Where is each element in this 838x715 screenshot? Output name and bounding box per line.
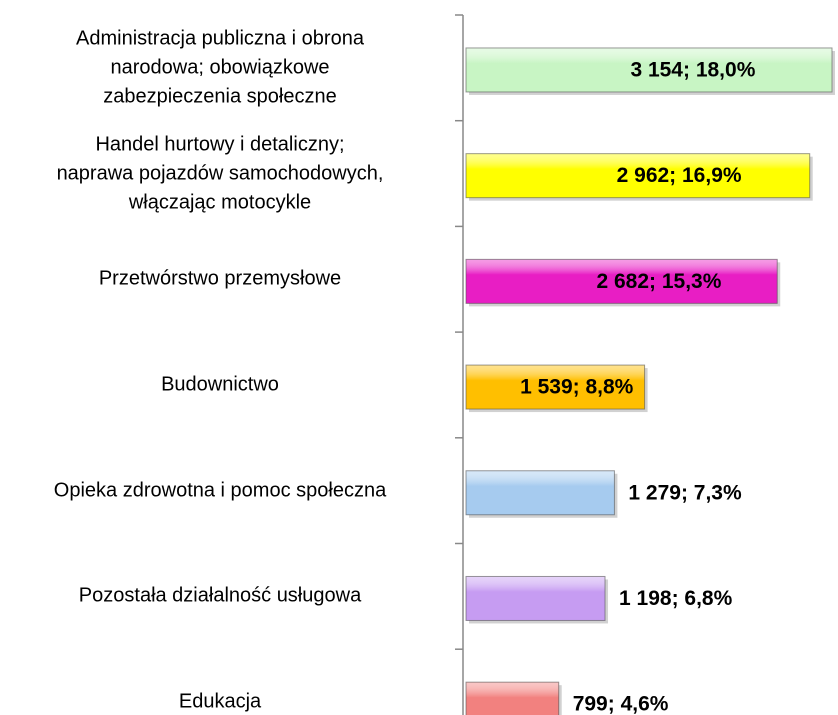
- value-label: 1 279; 7,3%: [628, 481, 742, 504]
- value-label: 1 198; 6,8%: [619, 587, 733, 610]
- value-label: 799; 4,6%: [573, 693, 669, 715]
- bar-shine: [465, 681, 560, 715]
- bar-shine: [465, 575, 606, 621]
- category-label: Pozostała działalność usługowa: [78, 584, 362, 607]
- value-label: 3 154; 18,0%: [630, 59, 755, 82]
- value-label: 2 962; 16,9%: [617, 164, 742, 187]
- value-label: 2 682; 15,3%: [596, 270, 721, 293]
- bar-shine: [465, 258, 778, 304]
- category-label: Opieka zdrowotna i pomoc społeczna: [53, 479, 387, 502]
- bar-shine: [465, 47, 833, 93]
- category-label: Edukacja: [178, 690, 262, 713]
- value-label: 1 539; 8,8%: [520, 376, 634, 399]
- category-label: Przetwórstwo przemysłowe: [98, 267, 342, 290]
- category-label: Administracja publiczna i obrona narodow…: [76, 27, 364, 108]
- bar-shine: [465, 364, 646, 410]
- bar-shine: [465, 470, 615, 516]
- bar-shine: [465, 153, 811, 199]
- category-label: Budownictwo: [161, 373, 279, 396]
- category-label: Handel hurtowy i detaliczny; naprawa poj…: [56, 133, 384, 214]
